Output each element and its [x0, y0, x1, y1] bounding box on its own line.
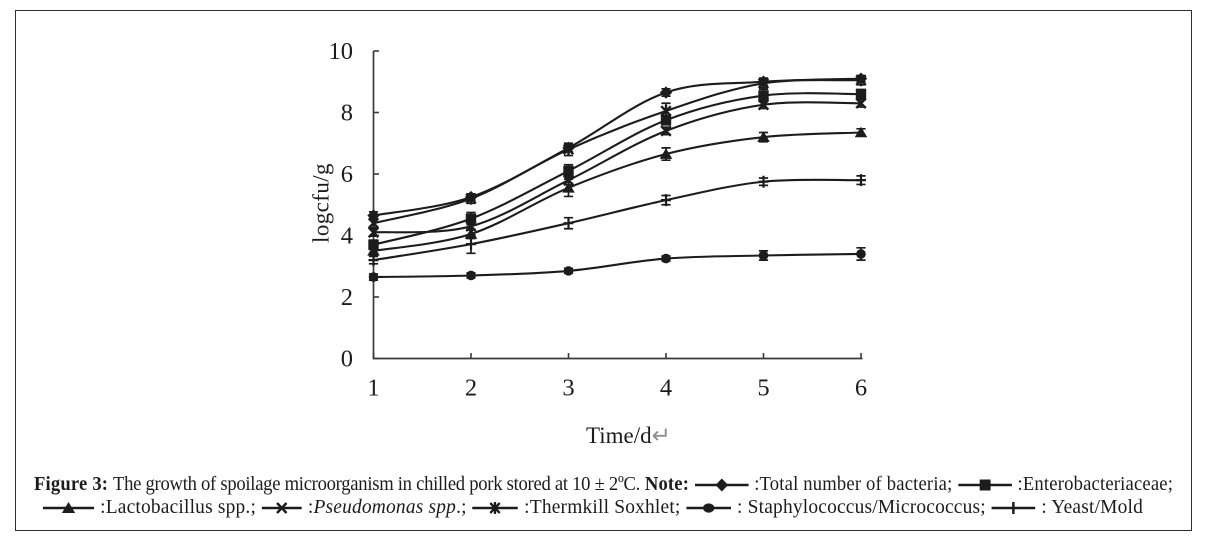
svg-text:logcfu/g: logcfu/g — [309, 163, 334, 243]
svg-text:Time/d↵: Time/d↵ — [586, 423, 671, 448]
svg-text:4: 4 — [341, 223, 353, 250]
svg-text:0: 0 — [341, 346, 353, 373]
svg-text:6: 6 — [855, 375, 867, 402]
svg-text:2: 2 — [341, 284, 353, 311]
svg-text:6: 6 — [341, 161, 353, 188]
svg-text:4: 4 — [660, 375, 672, 402]
svg-text:1: 1 — [367, 375, 379, 402]
svg-text:8: 8 — [341, 100, 353, 127]
svg-text:10: 10 — [329, 38, 354, 65]
svg-text:2: 2 — [465, 375, 477, 402]
svg-text:3: 3 — [562, 375, 574, 402]
svg-text:5: 5 — [757, 375, 769, 402]
